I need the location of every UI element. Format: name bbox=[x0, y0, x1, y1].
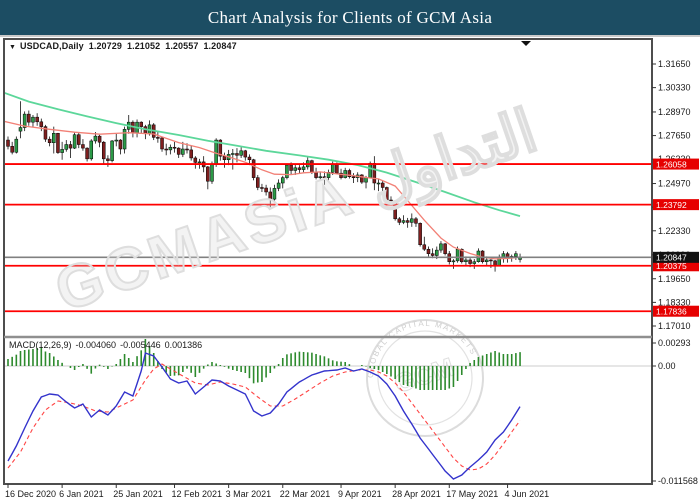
macd-pane[interactable] bbox=[4, 339, 652, 480]
price-badge: 1.20847 bbox=[653, 251, 699, 263]
macd-axis-label: 0.00293 bbox=[658, 338, 691, 348]
date-axis-label: 28 Apr 2021 bbox=[392, 489, 441, 499]
price-axis-label: 1.28970 bbox=[658, 107, 691, 117]
macd-axis[interactable]: 0.00293 0.00 -0.011568 bbox=[652, 338, 698, 486]
price-badge-value: 1.23792 bbox=[656, 200, 687, 210]
chart-frame bbox=[3, 38, 653, 485]
price-badge-value: 1.17836 bbox=[656, 306, 687, 316]
price-badge: 1.20375 bbox=[653, 260, 699, 272]
macd-indicator-header: MACD(12,26,9) -0.004060 -0.005446 0.001386 bbox=[9, 340, 206, 350]
price-axis-label: 1.24970 bbox=[658, 179, 691, 189]
date-axis-label: 16 Dec 2020 bbox=[5, 489, 56, 499]
price-axis-label: 1.27650 bbox=[658, 131, 691, 141]
low-value: 1.20557 bbox=[165, 41, 199, 51]
price-badge-value: 1.26058 bbox=[656, 159, 687, 169]
chart-ohlc-header: ▼ USDCAD,Daily 1.20729 1.21052 1.20557 1.2084… bbox=[9, 41, 237, 51]
price-axis[interactable]: 1.316501.303301.289701.276501.263301.249… bbox=[652, 59, 699, 331]
close-value: 1.20847 bbox=[203, 41, 237, 51]
date-axis-label: 4 Jun 2021 bbox=[505, 489, 550, 499]
price-axis-label: 1.17010 bbox=[658, 321, 691, 331]
macd-histogram bbox=[7, 339, 521, 390]
date-axis-label: 17 May 2021 bbox=[446, 489, 498, 499]
price-badge-value: 1.20375 bbox=[656, 261, 687, 271]
macd-main-line bbox=[7, 352, 521, 480]
price-badge: 1.23792 bbox=[653, 199, 699, 211]
price-axis-label: 1.22330 bbox=[658, 226, 691, 236]
title-bar: Chart Analysis for Clients of GCM Asia bbox=[0, 0, 700, 37]
date-axis-label: 12 Feb 2021 bbox=[172, 489, 223, 499]
price-badge: 1.17836 bbox=[653, 305, 699, 317]
price-axis-label: 1.18330 bbox=[658, 297, 691, 307]
date-axis-label: 9 Apr 2021 bbox=[338, 489, 382, 499]
high-value: 1.21052 bbox=[126, 41, 161, 51]
page-title: Chart Analysis for Clients of GCM Asia bbox=[207, 7, 493, 27]
ma-red-line bbox=[5, 120, 521, 260]
price-badge: 1.26058 bbox=[653, 158, 699, 170]
symbol-timeframe-label: USDCAD,Daily bbox=[20, 41, 84, 51]
ma-green-line bbox=[5, 92, 521, 217]
open-value: 1.20729 bbox=[88, 41, 122, 51]
macd-signal-line bbox=[7, 363, 521, 471]
time-axis[interactable]: 16 Dec 2020 6 Jan 2021 25 Jan 2021 12 Feb 2… bbox=[5, 484, 549, 499]
price-axis-label: 1.30330 bbox=[658, 83, 691, 93]
macd-axis-label: 0.00 bbox=[658, 361, 676, 371]
main-price-pane[interactable] bbox=[4, 92, 652, 313]
candlesticks bbox=[6, 101, 522, 272]
price-badge-value: 1.20847 bbox=[656, 253, 687, 263]
chart-shift-triangle-icon[interactable] bbox=[521, 41, 531, 46]
date-axis-label: 22 Mar 2021 bbox=[280, 489, 331, 499]
date-axis-label: 6 Jan 2021 bbox=[59, 489, 104, 499]
price-axis-label: 1.31650 bbox=[658, 59, 691, 69]
price-axis-label: 1.19650 bbox=[658, 274, 691, 284]
date-axis-label: 3 Mar 2021 bbox=[226, 489, 272, 499]
date-axis-label: 25 Jan 2021 bbox=[113, 489, 163, 499]
macd-axis-label: -0.011568 bbox=[658, 476, 698, 486]
macd-line-value: -0.004060 bbox=[75, 340, 117, 350]
symbol-dropdown-icon[interactable]: ▼ bbox=[9, 44, 17, 51]
macd-signal-value: -0.005446 bbox=[120, 340, 161, 350]
macd-histogram-value: 0.001386 bbox=[164, 340, 203, 350]
macd-label: MACD(12,26,9) bbox=[9, 340, 72, 350]
